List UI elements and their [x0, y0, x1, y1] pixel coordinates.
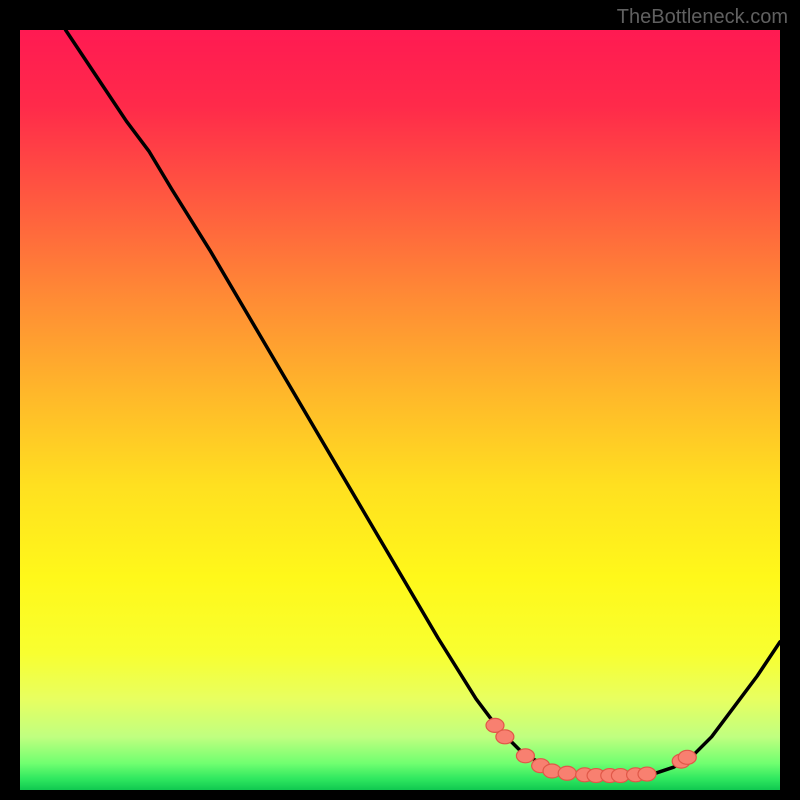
marker-point	[516, 749, 534, 763]
marker-point	[638, 767, 656, 781]
markers-group	[486, 718, 696, 782]
bottleneck-curve	[66, 30, 780, 776]
watermark-text: TheBottleneck.com	[617, 6, 788, 29]
marker-point	[496, 730, 514, 744]
curve-layer	[20, 30, 780, 790]
marker-point	[678, 750, 696, 764]
plot-area	[20, 30, 780, 790]
marker-point	[558, 766, 576, 780]
